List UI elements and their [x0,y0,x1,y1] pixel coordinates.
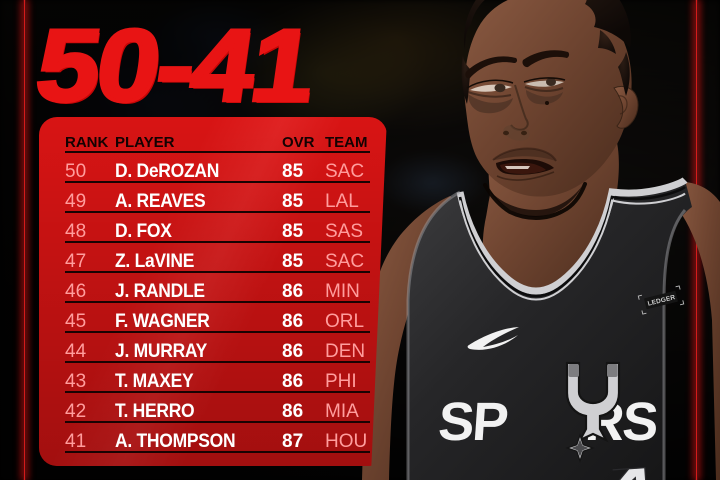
svg-text:SP: SP [436,392,509,452]
